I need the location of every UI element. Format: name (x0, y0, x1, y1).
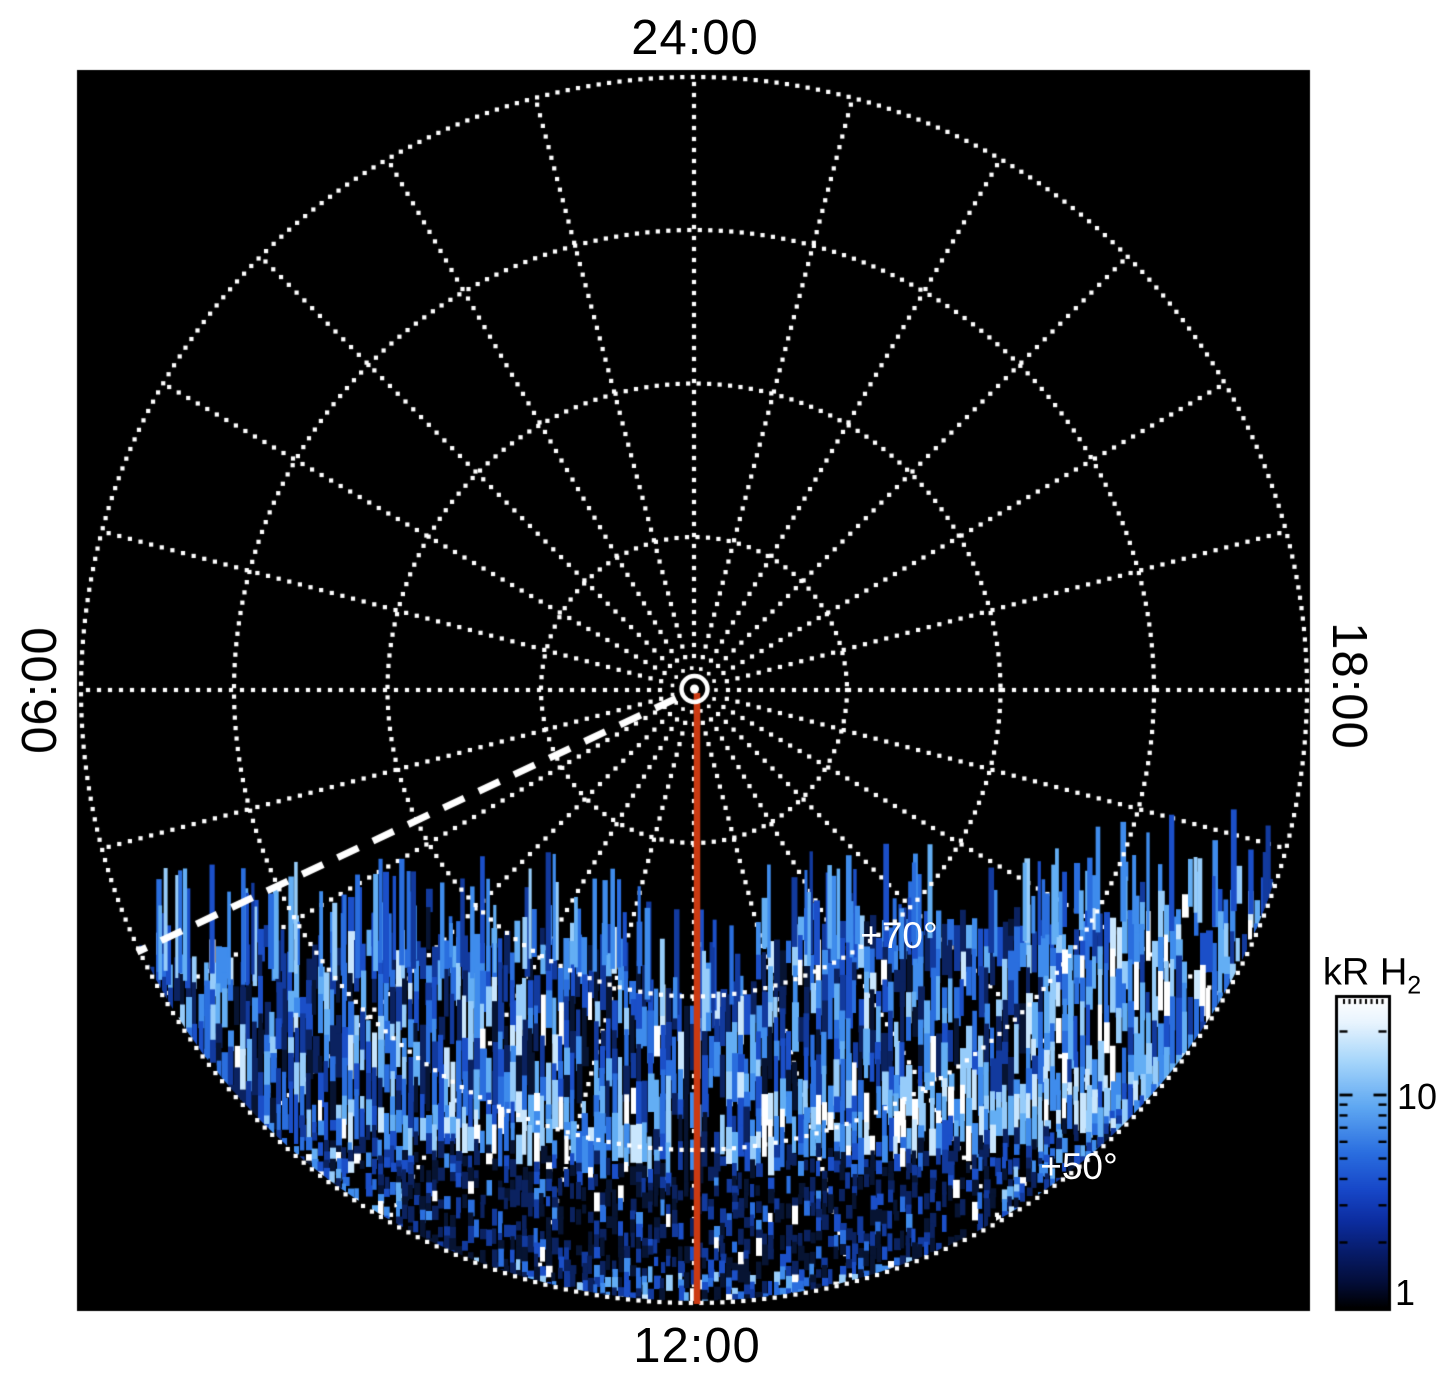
colorbar-tick-1: 1 (1395, 1272, 1416, 1313)
hour-label-0600: 06:00 (13, 626, 67, 754)
latitude-label-70: +70° (860, 915, 938, 956)
hour-label-2400: 24:00 (631, 11, 759, 65)
colorbar-tick-10: 10 (1397, 1076, 1438, 1117)
colorbar-title-subscript: 2 (1407, 971, 1422, 1000)
hour-label-1200: 12:00 (633, 1319, 761, 1373)
colorbar-title: kR H2 (1323, 952, 1421, 1001)
hour-label-1800: 18:00 (1322, 622, 1376, 750)
colorbar-title-main: kR H (1322, 951, 1408, 994)
latitude-label-50: +50° (1040, 1146, 1118, 1187)
